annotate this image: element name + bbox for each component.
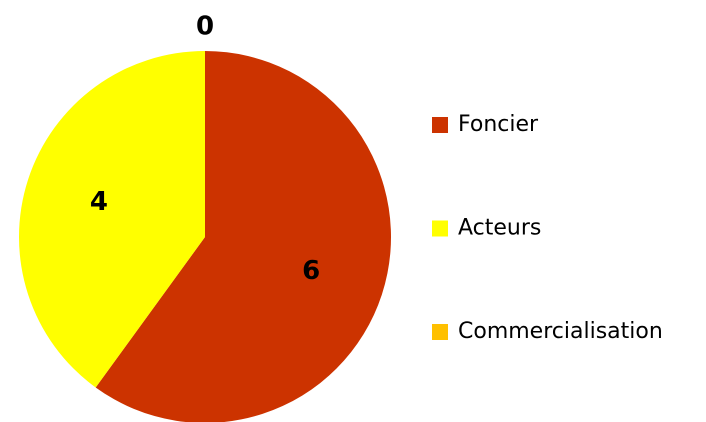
legend-swatch: [432, 117, 448, 133]
legend-swatch: [432, 220, 448, 237]
data-label: 0: [196, 12, 214, 42]
legend-label: Foncier: [458, 112, 539, 137]
legend-label: Commercialisation: [458, 319, 663, 344]
legend-label: Acteurs: [458, 216, 541, 241]
data-label: 4: [90, 187, 108, 217]
pie-slice: [18, 51, 205, 388]
data-label: 6: [302, 256, 320, 286]
pie-slice: [95, 51, 391, 422]
legend-swatch: [432, 324, 448, 340]
